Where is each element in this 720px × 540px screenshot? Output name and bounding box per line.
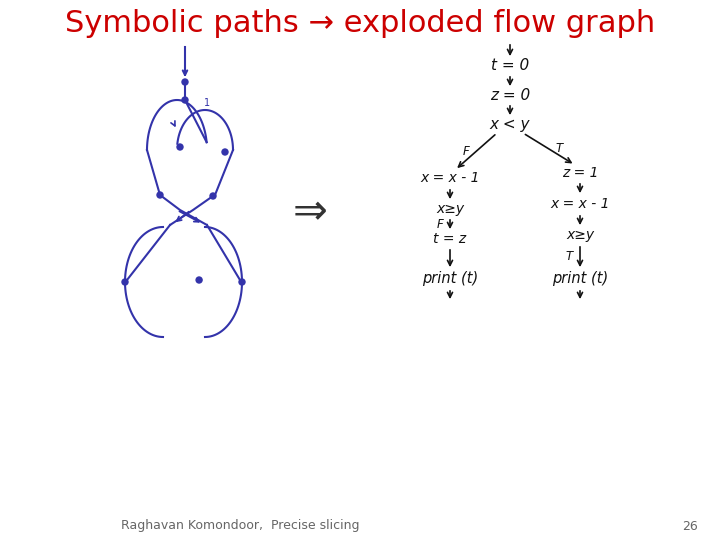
Text: x≥y: x≥y: [436, 202, 464, 216]
Text: x < y: x < y: [490, 118, 530, 132]
Text: x = x - 1: x = x - 1: [420, 171, 480, 185]
Text: $\Rightarrow$: $\Rightarrow$: [284, 189, 326, 231]
Circle shape: [157, 192, 163, 198]
Text: 26: 26: [682, 519, 698, 532]
Circle shape: [210, 193, 216, 199]
Text: print (t): print (t): [552, 271, 608, 286]
Text: Symbolic paths → exploded flow graph: Symbolic paths → exploded flow graph: [65, 10, 655, 38]
Circle shape: [122, 279, 128, 285]
Circle shape: [196, 277, 202, 283]
Circle shape: [182, 97, 188, 103]
Text: F: F: [436, 218, 443, 231]
Text: print (t): print (t): [422, 271, 478, 286]
Circle shape: [177, 144, 183, 150]
Circle shape: [239, 279, 245, 285]
Text: Raghavan Komondoor,  Precise slicing: Raghavan Komondoor, Precise slicing: [121, 519, 359, 532]
Circle shape: [222, 149, 228, 155]
Circle shape: [182, 79, 188, 85]
Text: z = 1: z = 1: [562, 166, 598, 180]
Text: t = 0: t = 0: [491, 58, 529, 73]
Text: T: T: [556, 143, 563, 156]
Text: t = z: t = z: [433, 232, 467, 246]
Text: T: T: [566, 251, 573, 264]
Text: x = x - 1: x = x - 1: [550, 197, 610, 211]
Text: F: F: [462, 145, 469, 158]
Text: z = 0: z = 0: [490, 87, 530, 103]
Text: x≥y: x≥y: [566, 228, 594, 242]
Text: 1: 1: [204, 98, 210, 108]
